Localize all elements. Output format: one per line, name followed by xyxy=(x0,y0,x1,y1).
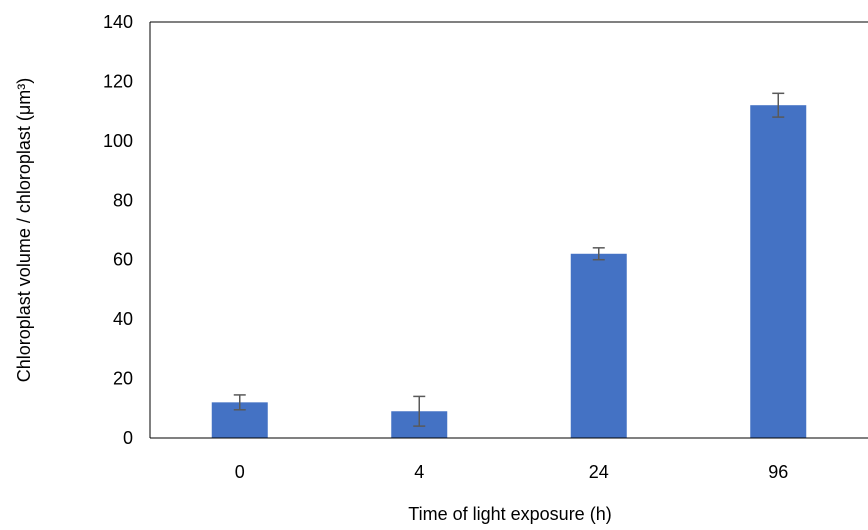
error-bar xyxy=(592,247,605,261)
bar xyxy=(750,105,807,438)
error-bar xyxy=(413,395,426,427)
y-tick-label: 0 xyxy=(123,428,133,448)
y-tick-label: 20 xyxy=(113,369,133,389)
y-tick-label: 100 xyxy=(103,131,133,151)
y-tick-label: 140 xyxy=(103,12,133,32)
error-bar xyxy=(772,92,785,118)
y-tick-label: 120 xyxy=(103,71,133,91)
y-axis-ticks: 0 20 40 60 80 100 120 140 xyxy=(103,12,133,448)
x-tick-label: 4 xyxy=(414,462,424,482)
x-axis-tick-labels: 0 4 24 96 xyxy=(235,462,789,482)
y-axis-label: Chloroplast volume / chloroplast (μm³) xyxy=(14,78,34,382)
error-bar xyxy=(233,394,246,411)
y-tick-label: 60 xyxy=(113,250,133,270)
x-tick-label: 24 xyxy=(589,462,609,482)
x-tick-label: 0 xyxy=(235,462,245,482)
x-tick-label: 96 xyxy=(768,462,788,482)
bars xyxy=(211,105,807,438)
error-bars xyxy=(233,92,785,427)
y-tick-label: 80 xyxy=(113,190,133,210)
y-tick-label: 40 xyxy=(113,309,133,329)
x-axis-label: Time of light exposure (h) xyxy=(408,504,611,524)
bar xyxy=(570,253,627,438)
